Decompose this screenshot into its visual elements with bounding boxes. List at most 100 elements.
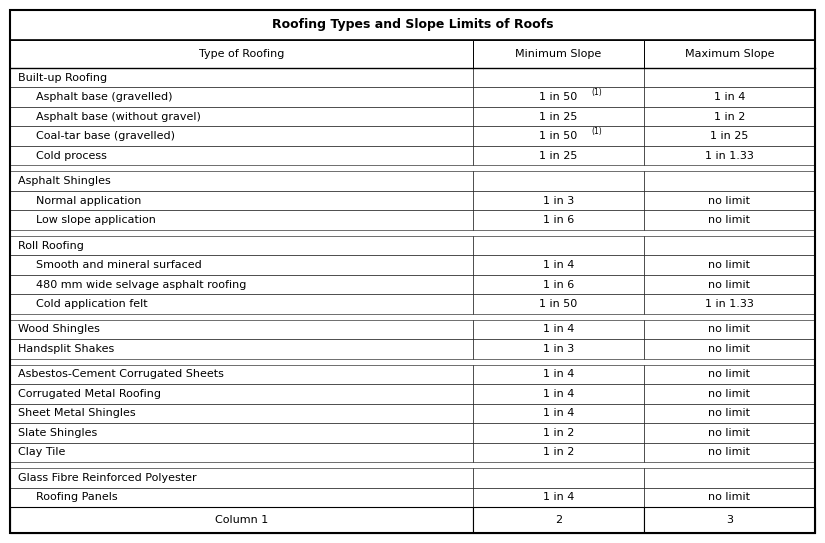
- Bar: [10, 10, 815, 40]
- Text: 1 in 4: 1 in 4: [543, 389, 574, 399]
- Bar: [10, 172, 473, 191]
- Text: 1 in 6: 1 in 6: [543, 280, 574, 289]
- Text: Built-up Roofing: Built-up Roofing: [18, 73, 107, 83]
- Text: 1 in 50: 1 in 50: [539, 92, 578, 102]
- Bar: [10, 468, 473, 488]
- Bar: [644, 384, 815, 403]
- Bar: [473, 488, 644, 507]
- Bar: [10, 423, 473, 443]
- Bar: [473, 403, 644, 423]
- Bar: [473, 320, 644, 339]
- Bar: [10, 210, 473, 230]
- Bar: [473, 236, 644, 255]
- Bar: [10, 191, 473, 210]
- Bar: [10, 384, 473, 403]
- Bar: [644, 275, 815, 294]
- Bar: [644, 146, 815, 166]
- Bar: [10, 40, 473, 68]
- Bar: [10, 443, 473, 462]
- Text: Coal-tar base (gravelled): Coal-tar base (gravelled): [36, 131, 175, 141]
- Text: no limit: no limit: [709, 447, 750, 457]
- Text: 1 in 4: 1 in 4: [543, 260, 574, 270]
- Bar: [10, 507, 473, 533]
- Text: 1 in 6: 1 in 6: [543, 215, 574, 225]
- Text: 1 in 3: 1 in 3: [543, 195, 574, 206]
- Bar: [644, 339, 815, 359]
- Bar: [473, 507, 644, 533]
- Bar: [473, 255, 644, 275]
- Bar: [644, 255, 815, 275]
- Text: Cold application felt: Cold application felt: [36, 299, 148, 309]
- Bar: [10, 127, 473, 146]
- Bar: [644, 365, 815, 384]
- Bar: [644, 172, 815, 191]
- Text: Corrugated Metal Roofing: Corrugated Metal Roofing: [18, 389, 161, 399]
- Bar: [10, 403, 473, 423]
- Bar: [644, 507, 815, 533]
- Text: no limit: no limit: [709, 195, 750, 206]
- Text: 1 in 4: 1 in 4: [714, 92, 745, 102]
- Bar: [644, 320, 815, 339]
- Bar: [10, 488, 473, 507]
- Bar: [644, 107, 815, 127]
- Bar: [644, 403, 815, 423]
- Text: 3: 3: [726, 515, 733, 525]
- Text: Cold process: Cold process: [36, 150, 107, 161]
- Text: Asphalt Shingles: Asphalt Shingles: [18, 176, 111, 186]
- Text: no limit: no limit: [709, 493, 750, 502]
- Text: 2: 2: [554, 515, 562, 525]
- Bar: [473, 294, 644, 314]
- Text: Smooth and mineral surfaced: Smooth and mineral surfaced: [36, 260, 202, 270]
- Bar: [644, 423, 815, 443]
- Text: no limit: no limit: [709, 369, 750, 380]
- Text: no limit: no limit: [709, 408, 750, 418]
- Bar: [473, 365, 644, 384]
- Text: Column 1: Column 1: [214, 515, 268, 525]
- Text: 1 in 4: 1 in 4: [543, 408, 574, 418]
- Bar: [10, 365, 473, 384]
- Text: no limit: no limit: [709, 389, 750, 399]
- Text: no limit: no limit: [709, 280, 750, 289]
- Text: Asphalt base (gravelled): Asphalt base (gravelled): [36, 92, 172, 102]
- Text: Sheet Metal Shingles: Sheet Metal Shingles: [18, 408, 135, 418]
- Bar: [644, 87, 815, 107]
- Bar: [473, 384, 644, 403]
- Text: Minimum Slope: Minimum Slope: [515, 49, 601, 59]
- Text: 1 in 2: 1 in 2: [543, 428, 574, 438]
- Text: Roofing Panels: Roofing Panels: [36, 493, 118, 502]
- Bar: [644, 40, 815, 68]
- Text: Normal application: Normal application: [36, 195, 141, 206]
- Bar: [473, 191, 644, 210]
- Text: 1 in 25: 1 in 25: [710, 131, 748, 141]
- Text: 1 in 50: 1 in 50: [539, 299, 578, 309]
- Text: (1): (1): [592, 89, 602, 97]
- Bar: [644, 294, 815, 314]
- Text: Glass Fibre Reinforced Polyester: Glass Fibre Reinforced Polyester: [18, 473, 196, 483]
- Text: Roofing Types and Slope Limits of Roofs: Roofing Types and Slope Limits of Roofs: [271, 18, 554, 31]
- Text: 1 in 2: 1 in 2: [714, 112, 745, 122]
- Text: Handsplit Shakes: Handsplit Shakes: [18, 344, 114, 354]
- Bar: [473, 172, 644, 191]
- Bar: [10, 255, 473, 275]
- Text: 1 in 3: 1 in 3: [543, 344, 574, 354]
- Text: 1 in 1.33: 1 in 1.33: [705, 150, 754, 161]
- Bar: [473, 107, 644, 127]
- Bar: [10, 275, 473, 294]
- Text: 1 in 25: 1 in 25: [539, 112, 578, 122]
- Text: no limit: no limit: [709, 260, 750, 270]
- Text: no limit: no limit: [709, 428, 750, 438]
- Text: 1 in 25: 1 in 25: [539, 150, 578, 161]
- Text: 1 in 2: 1 in 2: [543, 447, 574, 457]
- Text: no limit: no limit: [709, 325, 750, 334]
- Bar: [473, 68, 644, 87]
- Bar: [10, 87, 473, 107]
- Text: (1): (1): [592, 128, 602, 136]
- Bar: [644, 236, 815, 255]
- Bar: [644, 68, 815, 87]
- Text: Asphalt base (without gravel): Asphalt base (without gravel): [36, 112, 200, 122]
- Bar: [10, 146, 473, 166]
- Bar: [10, 320, 473, 339]
- Bar: [644, 468, 815, 488]
- Text: Wood Shingles: Wood Shingles: [18, 325, 100, 334]
- Bar: [473, 40, 644, 68]
